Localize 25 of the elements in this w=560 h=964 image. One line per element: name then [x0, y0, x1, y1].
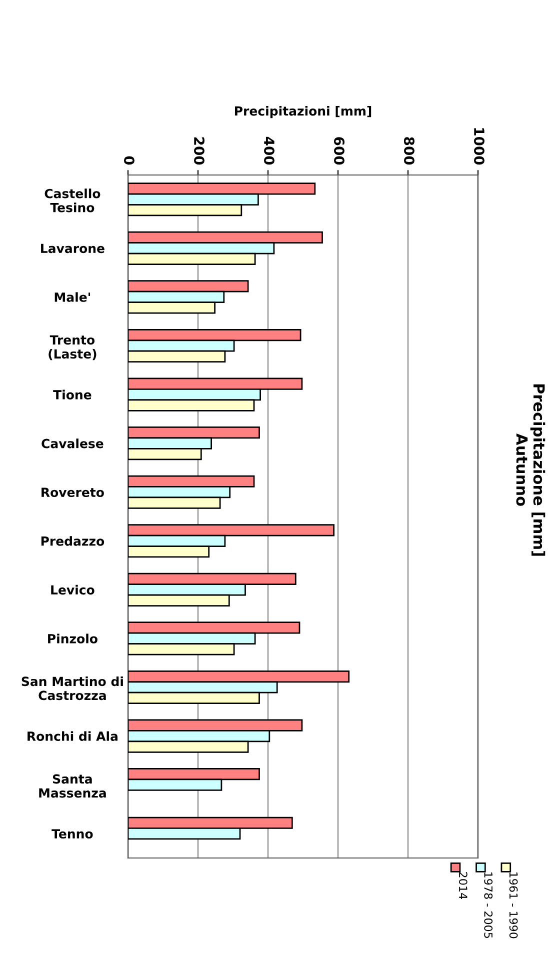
- x-tick-label: 400: [264, 136, 274, 165]
- y-tick-label: Tenno: [52, 829, 93, 839]
- text: Precipitazione [mm] Autunno: [516, 384, 546, 556]
- legend-label: 1961 - 1990: [509, 872, 518, 938]
- y-tick-label: Cavalese: [42, 438, 104, 448]
- y-tick-label: Rovereto: [42, 488, 104, 498]
- x-tick-label: 200: [194, 137, 204, 165]
- y-tick-label: Castello Tesino: [44, 188, 100, 212]
- x-axis-title: Precipitazioni [mm]: [234, 106, 372, 118]
- y-tick-label: Ronchi di Ala: [28, 731, 118, 741]
- legend-label: 1978 - 2005: [484, 872, 493, 938]
- y-tick-label: San Martino di Castrozza: [22, 676, 123, 700]
- y-tick-label: Pinzolo: [48, 634, 98, 644]
- x-tick-label: 800: [404, 137, 414, 165]
- y-tick-label: Levico: [51, 584, 94, 595]
- y-tick-label: Santa Massenza: [39, 774, 106, 798]
- x-tick-label: 600: [334, 137, 344, 165]
- y-tick-label: Tione: [53, 390, 92, 400]
- legend-label: 2014: [458, 872, 468, 899]
- y-tick-label: Predazzo: [41, 536, 104, 546]
- y-tick-label: Lavarone: [41, 244, 104, 254]
- y-tick-label: Male': [54, 292, 90, 302]
- y-tick-label: Trento (Laste): [48, 335, 96, 360]
- x-tick-label: 1000: [474, 128, 484, 165]
- x-tick-label: 0: [124, 156, 134, 165]
